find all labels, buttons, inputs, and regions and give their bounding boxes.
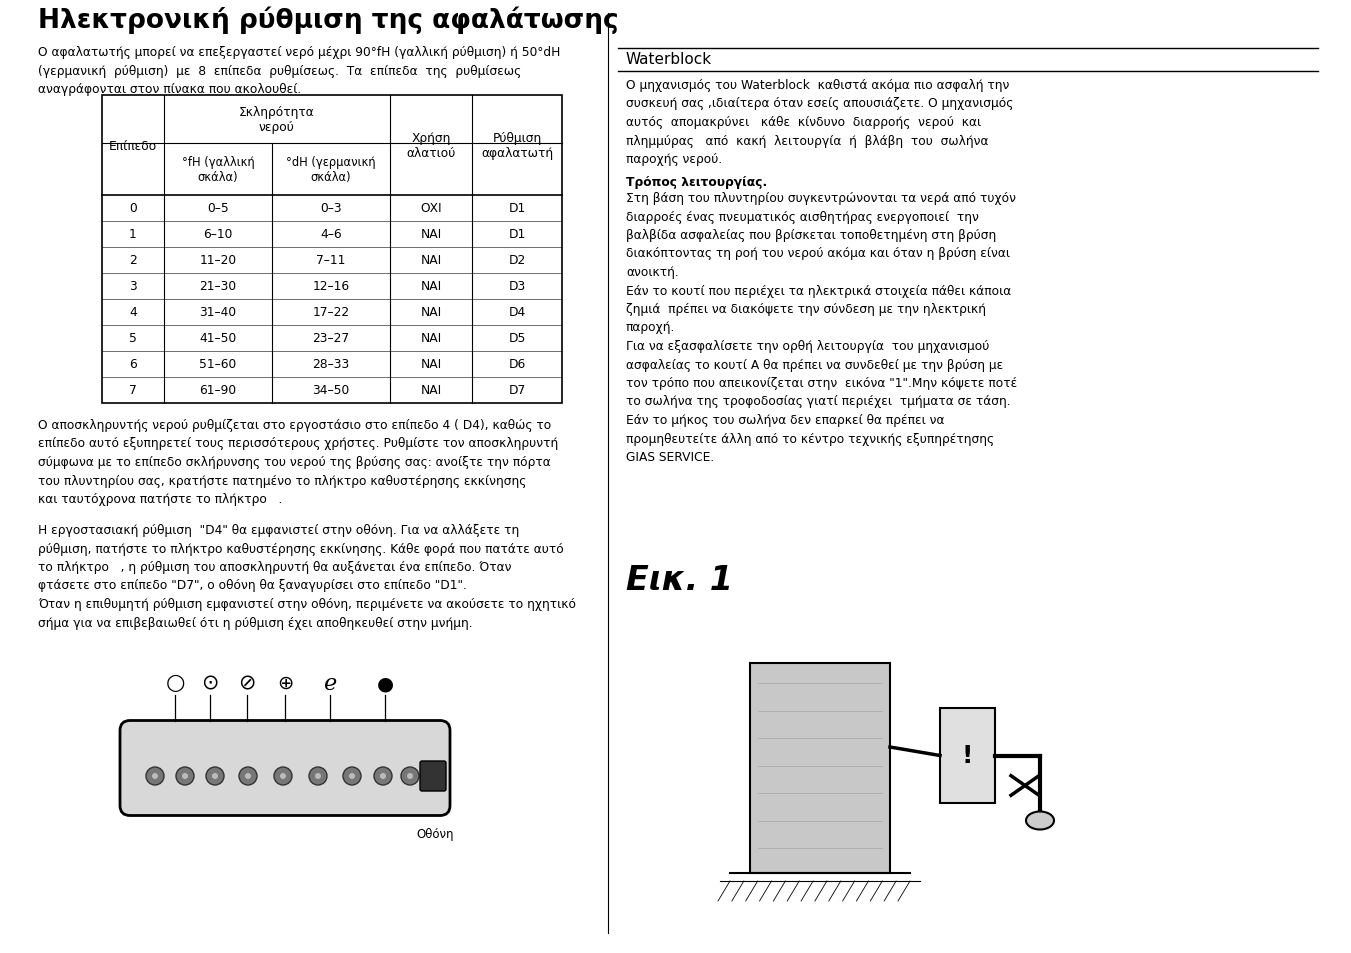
Circle shape xyxy=(153,773,158,780)
Text: Σκληρότητα
νερού: Σκληρότητα νερού xyxy=(239,106,315,133)
Text: D5: D5 xyxy=(508,333,526,345)
Text: Η εργοστασιακή ρύθμιση  "D4" θα εμφανιστεί στην οθόνη. Για να αλλάξετε τη
ρύθμισ: Η εργοστασιακή ρύθμιση "D4" θα εμφανιστε… xyxy=(38,523,576,629)
Text: Ρύθμιση
αφαλατωτή: Ρύθμιση αφαλατωτή xyxy=(481,132,553,160)
Text: 61–90: 61–90 xyxy=(200,384,236,397)
Circle shape xyxy=(343,767,361,785)
Circle shape xyxy=(182,773,188,780)
Text: ΝΑΙ: ΝΑΙ xyxy=(420,229,442,241)
Text: D4: D4 xyxy=(508,306,526,319)
Text: ΝΑΙ: ΝΑΙ xyxy=(420,306,442,319)
Text: ⊙: ⊙ xyxy=(201,673,219,693)
Text: 12–16: 12–16 xyxy=(312,280,350,294)
Text: 7: 7 xyxy=(130,384,136,397)
Text: °dH (γερμανική
σκάλα): °dH (γερμανική σκάλα) xyxy=(286,156,376,184)
Circle shape xyxy=(407,773,413,780)
Text: 21–30: 21–30 xyxy=(200,280,236,294)
Text: 7–11: 7–11 xyxy=(316,254,346,267)
Circle shape xyxy=(146,767,163,785)
Text: 17–22: 17–22 xyxy=(312,306,350,319)
Text: 1: 1 xyxy=(130,229,136,241)
Circle shape xyxy=(245,773,251,780)
Circle shape xyxy=(274,767,292,785)
Text: ΟΧΙ: ΟΧΙ xyxy=(420,202,442,215)
Text: D7: D7 xyxy=(508,384,526,397)
Text: 2: 2 xyxy=(130,254,136,267)
Bar xyxy=(750,663,890,873)
Circle shape xyxy=(315,773,322,780)
Circle shape xyxy=(349,773,355,780)
Text: 5: 5 xyxy=(130,333,136,345)
FancyBboxPatch shape xyxy=(120,720,450,816)
Text: ℯ: ℯ xyxy=(323,673,336,693)
Text: D1: D1 xyxy=(508,202,526,215)
Text: Επίπεδο: Επίπεδο xyxy=(109,139,157,152)
Text: °fH (γαλλική
σκάλα): °fH (γαλλική σκάλα) xyxy=(181,156,254,184)
Circle shape xyxy=(212,773,218,780)
Circle shape xyxy=(239,767,257,785)
Text: Οθόνη: Οθόνη xyxy=(416,827,454,841)
Text: ⊘: ⊘ xyxy=(238,673,255,693)
Text: Στη βάση του πλυντηρίου συγκεντρώνονται τα νερά από τυχόν
διαρροές ένας πνευματι: Στη βάση του πλυντηρίου συγκεντρώνονται … xyxy=(626,192,1017,463)
Circle shape xyxy=(374,767,392,785)
Text: D2: D2 xyxy=(508,254,526,267)
Text: Τρόπος λειτουργίας.: Τρόπος λειτουργίας. xyxy=(626,175,767,189)
Text: D1: D1 xyxy=(508,229,526,241)
Circle shape xyxy=(309,767,327,785)
Text: !: ! xyxy=(962,743,973,768)
Circle shape xyxy=(401,767,419,785)
Text: ΝΑΙ: ΝΑΙ xyxy=(420,280,442,294)
Text: 11–20: 11–20 xyxy=(200,254,236,267)
Bar xyxy=(101,96,562,403)
Text: 28–33: 28–33 xyxy=(312,358,350,371)
Text: ●: ● xyxy=(377,673,393,692)
Text: 4–6: 4–6 xyxy=(320,229,342,241)
Text: 6: 6 xyxy=(130,358,136,371)
Circle shape xyxy=(205,767,224,785)
Text: 51–60: 51–60 xyxy=(200,358,236,371)
FancyBboxPatch shape xyxy=(420,761,446,791)
Text: ○: ○ xyxy=(165,673,185,693)
Text: Χρήση
αλατιού: Χρήση αλατιού xyxy=(407,132,455,160)
Text: 4: 4 xyxy=(130,306,136,319)
Text: 0: 0 xyxy=(130,202,136,215)
Text: D6: D6 xyxy=(508,358,526,371)
Text: ΝΑΙ: ΝΑΙ xyxy=(420,254,442,267)
Text: ΝΑΙ: ΝΑΙ xyxy=(420,333,442,345)
Text: 31–40: 31–40 xyxy=(200,306,236,319)
Text: 0–5: 0–5 xyxy=(207,202,228,215)
Text: ΝΑΙ: ΝΑΙ xyxy=(420,384,442,397)
Text: Ο αφαλατωτής μπορεί να επεξεργαστεί νερό μέχρι 90°fH (γαλλική ρύθμιση) ή 50°dH
(: Ο αφαλατωτής μπορεί να επεξεργαστεί νερό… xyxy=(38,46,561,96)
Circle shape xyxy=(280,773,286,780)
Text: 34–50: 34–50 xyxy=(312,384,350,397)
Text: Waterblock: Waterblock xyxy=(626,52,712,67)
Text: 23–27: 23–27 xyxy=(312,333,350,345)
Bar xyxy=(940,708,994,803)
Text: ⊕: ⊕ xyxy=(277,673,293,692)
Text: Ο μηχανισμός του Waterblock  καθιστά ακόμα πιο ασφαλή την
συσκευή σας ,ιδιαίτερα: Ο μηχανισμός του Waterblock καθιστά ακόμ… xyxy=(626,79,1013,166)
Text: D3: D3 xyxy=(508,280,526,294)
Circle shape xyxy=(380,773,386,780)
Text: Εικ. 1: Εικ. 1 xyxy=(626,563,734,597)
Ellipse shape xyxy=(1025,812,1054,830)
Text: 3: 3 xyxy=(130,280,136,294)
Text: Ο αποσκληρυντής νερού ρυθμίζεται στο εργοστάσιο στο επίπεδο 4 ( D4), καθώς το
επ: Ο αποσκληρυντής νερού ρυθμίζεται στο εργ… xyxy=(38,418,558,505)
Text: 0–3: 0–3 xyxy=(320,202,342,215)
Circle shape xyxy=(176,767,195,785)
Text: 6–10: 6–10 xyxy=(203,229,232,241)
Text: ΝΑΙ: ΝΑΙ xyxy=(420,358,442,371)
Text: 41–50: 41–50 xyxy=(200,333,236,345)
Text: Ηλεκτρονική ρύθμιση της αφαλάτωσης: Ηλεκτρονική ρύθμιση της αφαλάτωσης xyxy=(38,6,619,33)
